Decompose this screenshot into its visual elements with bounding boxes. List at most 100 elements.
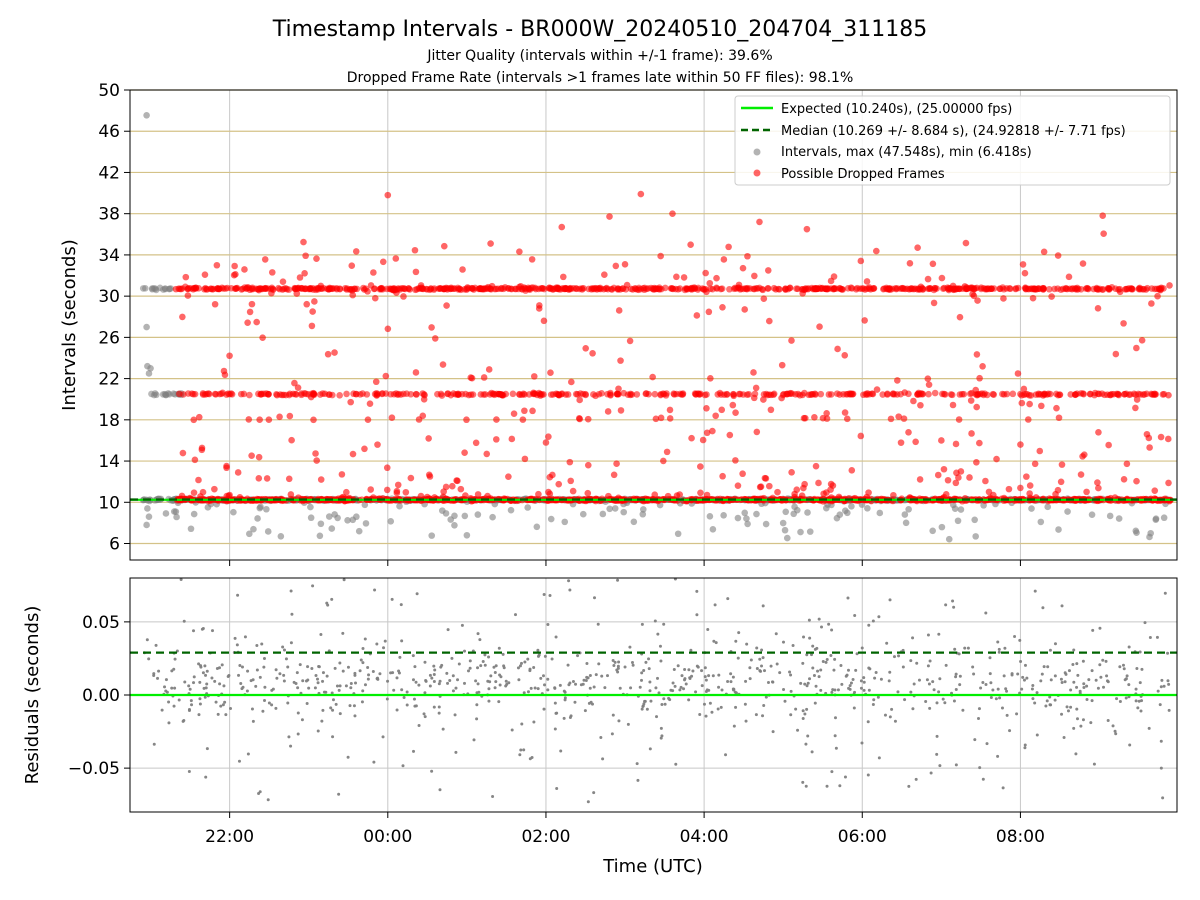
dropped-frame-point [888, 285, 896, 293]
dropped-frame-point [661, 284, 669, 292]
interval-point [331, 511, 338, 518]
dropped-frame-point [687, 241, 694, 248]
dropped-frame-point [268, 289, 275, 297]
dropped-frame-point [887, 415, 895, 423]
residual-point [761, 604, 765, 608]
residual-point [873, 813, 876, 816]
dropped-frame-point [605, 492, 612, 500]
residual-point [642, 668, 646, 672]
interval-point [1115, 515, 1123, 522]
residual-point [301, 679, 305, 683]
dropped-frame-point [786, 284, 794, 292]
residual-point [1140, 667, 1144, 671]
residual-point [562, 716, 566, 720]
dropped-frame-point [973, 403, 980, 411]
residual-point [566, 663, 570, 667]
dropped-frame-point [735, 281, 743, 289]
dropped-frame-point [1022, 284, 1029, 291]
residual-point [246, 752, 250, 756]
residual-point [997, 650, 1001, 654]
residual-point [501, 652, 505, 656]
dropped-frame-point [924, 375, 932, 382]
dropped-frame-point [657, 252, 664, 260]
residual-point [558, 683, 562, 687]
dropped-frame-point [666, 415, 674, 422]
dropped-frame-point [545, 433, 552, 441]
residual-point [1104, 659, 1108, 663]
residual-point [871, 619, 875, 623]
dropped-frame-point [778, 361, 786, 369]
dropped-frame-point [873, 247, 880, 255]
residual-point [267, 701, 271, 705]
residual-point [254, 684, 258, 688]
dropped-frame-point [379, 390, 386, 397]
residual-point [152, 672, 156, 676]
bottom-y-tick-label: 0.05 [82, 613, 120, 633]
residual-point [188, 687, 192, 691]
dropped-frame-point [741, 306, 749, 313]
residual-point [1067, 669, 1071, 673]
dropped-frame-point [537, 392, 544, 399]
residual-point [586, 676, 590, 680]
residual-point [205, 682, 209, 686]
residual-point [1106, 680, 1110, 684]
residual-point [330, 691, 334, 695]
dropped-frame-point [884, 391, 891, 398]
residual-point [824, 660, 828, 664]
interval-point [1133, 529, 1140, 536]
dropped-frame-point [642, 390, 650, 398]
residual-point [321, 679, 325, 683]
dropped-frame-point [763, 390, 770, 398]
dropped-frame-point [426, 473, 434, 480]
residual-point [437, 682, 441, 686]
residual-point [1123, 678, 1127, 682]
dropped-frame-point [238, 286, 245, 293]
residual-point [255, 668, 259, 672]
dropped-frame-point [966, 390, 974, 398]
dropped-frame-point [361, 445, 368, 453]
residual-point [314, 673, 318, 677]
residual-point [928, 659, 932, 663]
dropped-frame-point [191, 456, 199, 464]
residual-point [366, 665, 370, 669]
residual-point [453, 713, 457, 717]
dropped-frame-point [178, 492, 186, 500]
residual-point [703, 675, 707, 679]
dropped-frame-point [617, 407, 625, 414]
dropped-frame-point [1023, 473, 1030, 480]
residual-point [860, 741, 864, 745]
dropped-frame-point [803, 225, 811, 233]
residual-point [647, 657, 651, 661]
residual-point [1167, 682, 1171, 686]
residual-point [536, 654, 540, 658]
residual-point [1053, 674, 1057, 678]
residual-point [909, 690, 913, 694]
legend-median-label: Median (10.269 +/- 8.684 s), (24.92818 +… [781, 124, 1126, 139]
top-y-tick-label: 6 [109, 535, 120, 555]
residual-point [749, 658, 753, 662]
residual-point [587, 701, 591, 705]
interval-point [533, 523, 541, 531]
residual-point [349, 686, 353, 690]
residual-point [717, 685, 721, 689]
dropped-frame-point [862, 390, 870, 398]
dropped-frame-point [772, 286, 780, 293]
residual-point [1071, 662, 1075, 666]
residual-point [576, 654, 580, 658]
residual-point [987, 526, 990, 529]
residual-point [236, 593, 240, 597]
residual-point [270, 703, 274, 707]
residual-point [239, 682, 243, 686]
dropped-frame-point [750, 369, 757, 376]
dropped-frame-point [666, 406, 674, 414]
dropped-frame-point [172, 285, 180, 293]
residual-point [984, 611, 988, 615]
dropped-frame-point [279, 278, 287, 285]
dropped-frame-point [608, 286, 616, 293]
residual-point [390, 597, 394, 601]
dropped-frame-point [516, 248, 523, 256]
residual-point [330, 597, 334, 601]
residual-point [568, 588, 572, 592]
dropped-frame-point [720, 256, 728, 263]
residual-point [817, 617, 821, 621]
